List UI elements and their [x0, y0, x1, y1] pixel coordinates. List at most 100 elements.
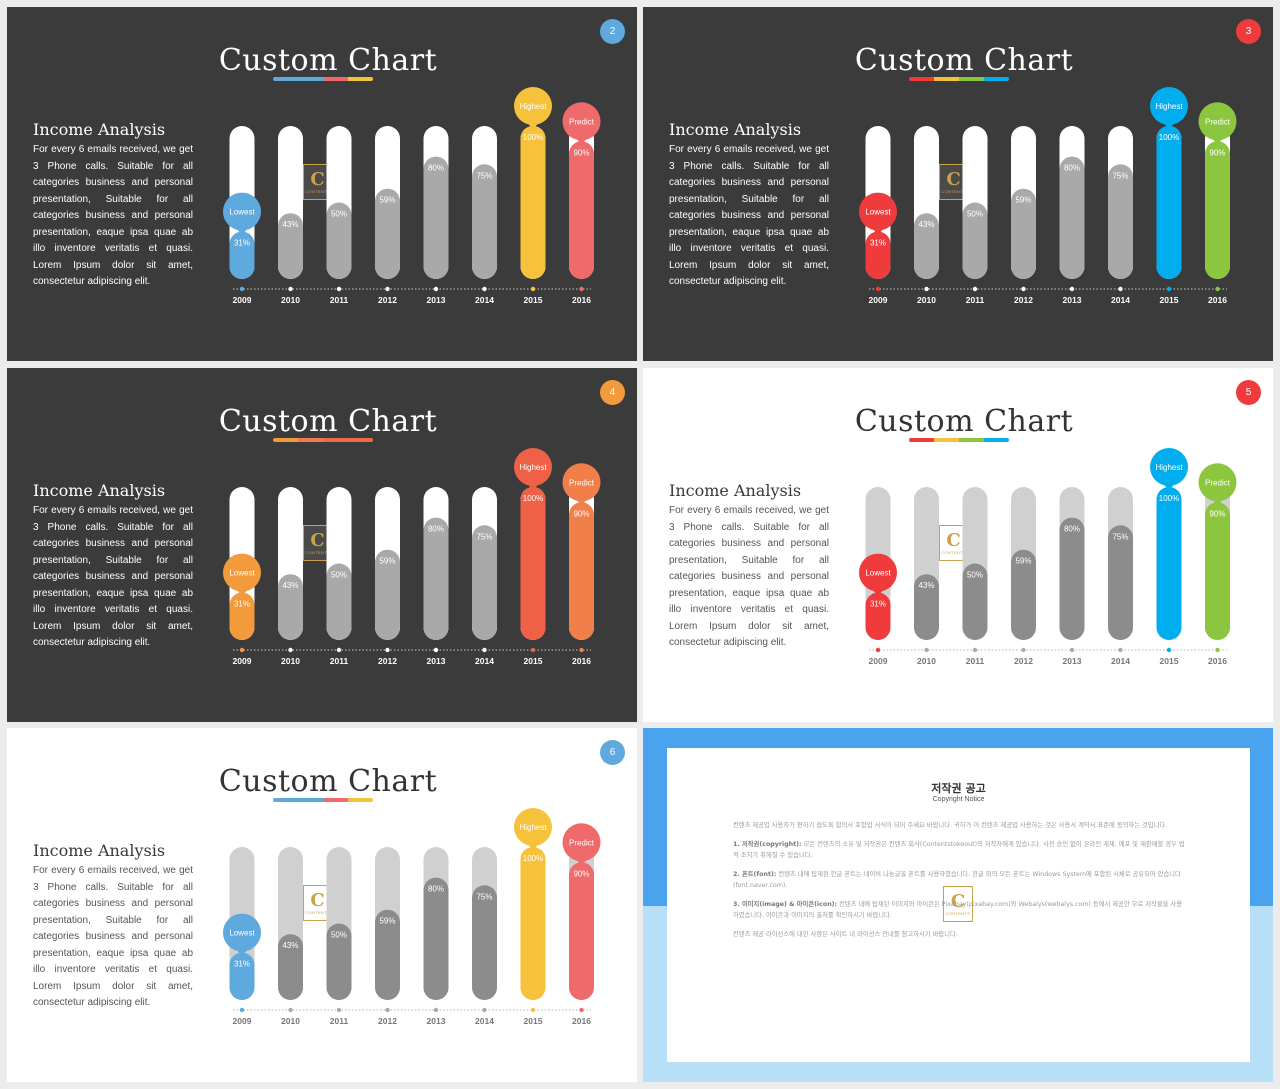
bar-2013[interactable] [1059, 156, 1085, 279]
bar-value-label: 50% [331, 571, 347, 580]
bar-2015[interactable] [520, 847, 546, 1000]
axis-dot [1069, 286, 1075, 292]
slide-title: Custom Chart [218, 764, 438, 799]
bar-2016[interactable] [569, 141, 594, 279]
bar-2012[interactable] [1011, 549, 1036, 640]
income-analysis-heading: Income Analysis [33, 120, 166, 139]
bar-2015[interactable] [520, 126, 546, 279]
bar-2011[interactable] [326, 202, 352, 280]
title-underline [273, 798, 373, 802]
callout-predict: Predict [562, 463, 601, 507]
bar-2009[interactable] [229, 592, 255, 640]
logo-letter: C [946, 529, 961, 551]
bar-2010[interactable] [278, 213, 303, 279]
callout-label: Lowest [229, 569, 255, 578]
year-label: 2012 [378, 295, 397, 305]
bar-2009[interactable] [865, 231, 891, 279]
callout-predict: Predict [562, 102, 601, 146]
callout-lowest: Lowest [859, 553, 897, 597]
bar-2011[interactable] [326, 563, 352, 641]
bar-2012[interactable] [375, 188, 400, 279]
bar-2016[interactable] [1205, 141, 1230, 279]
bar-chart: 31% 2009 Lowest 43% 2010 50% 2011 59% 2012 80% 201… [859, 448, 1237, 666]
title-underline-segment [273, 77, 298, 81]
year-label: 2009 [233, 656, 252, 666]
bar-value-label: 43% [282, 220, 298, 229]
income-analysis-text: For every 6 emails received, we get 3 Ph… [33, 144, 193, 287]
bar-value-label: 43% [282, 581, 298, 590]
bar-value-label: 90% [573, 869, 589, 878]
contents-logo: C CONTENTS [943, 886, 973, 922]
bar-2016[interactable] [1205, 502, 1230, 640]
callout-predict: Predict [1198, 463, 1237, 507]
bar-2010[interactable] [914, 574, 939, 640]
slide-title: Custom Chart [218, 404, 438, 439]
year-label: 2016 [1208, 295, 1227, 305]
bar-value-label: 59% [379, 557, 395, 566]
bar-2011[interactable] [962, 563, 988, 641]
callout-highest: Highest [1150, 87, 1188, 130]
year-label: 2014 [1111, 656, 1130, 666]
bar-2014[interactable] [1108, 525, 1133, 640]
chart-slide[interactable]: 4 Custom Chart Income Analysis For every… [7, 368, 637, 722]
bar-2014[interactable] [472, 164, 497, 279]
bar-2011[interactable] [962, 202, 988, 280]
bar-2015[interactable] [1156, 126, 1182, 279]
income-analysis-text: For every 6 emails received, we get 3 Ph… [669, 144, 829, 287]
bar-2010[interactable] [278, 574, 303, 640]
bar-2009[interactable] [865, 592, 891, 640]
bar-2012[interactable] [375, 909, 400, 1000]
notice-paragraph-copyright: 1. 저작권(copyright): 모든 컨텐츠의 소유 및 저작권은 컨텐츠… [733, 839, 1187, 861]
year-label: 2011 [330, 1016, 349, 1026]
copyright-notice-slide[interactable]: 저작권 공고 Copyright Notice C CONTENTS 컨텐츠 제… [643, 728, 1273, 1082]
chart-slide[interactable]: 6 Custom Chart Income Analysis For every… [7, 728, 637, 1082]
axis-dot [385, 1007, 390, 1013]
slide-number-badge: 6 [600, 740, 625, 765]
bar-value-label: 80% [428, 885, 444, 894]
bar-2014[interactable] [472, 885, 497, 1000]
year-label: 2011 [330, 656, 349, 666]
bar-2015[interactable] [1156, 487, 1182, 640]
income-analysis-text: For every 6 emails received, we get 3 Ph… [33, 505, 193, 648]
callout-label: Predict [569, 838, 595, 847]
year-label: 2011 [966, 656, 985, 666]
bar-2013[interactable] [423, 877, 449, 1000]
bar-2011[interactable] [326, 923, 352, 1001]
title-underline-segment [909, 438, 934, 442]
chart-slide[interactable]: 3 Custom Chart Income Analysis For every… [643, 7, 1273, 361]
year-label: 2016 [572, 1016, 591, 1026]
income-analysis-heading: Income Analysis [669, 481, 802, 500]
bar-2012[interactable] [1011, 188, 1036, 279]
callout-highest: Highest [514, 448, 552, 491]
bar-value-label: 31% [870, 239, 886, 248]
title-underline-segment [348, 77, 373, 81]
axis-dot [1215, 647, 1220, 653]
year-label: 2013 [1063, 656, 1082, 666]
slide-number-badge: 2 [600, 19, 625, 44]
chart-slide[interactable]: 2 Custom Chart Income Analysis For every… [7, 7, 637, 361]
bar-2010[interactable] [914, 213, 939, 279]
bar-2009[interactable] [229, 952, 255, 1000]
chart-slide[interactable]: 5 Custom Chart Income Analysis For every… [643, 368, 1273, 722]
axis-dot [1021, 647, 1026, 653]
bar-2016[interactable] [569, 862, 594, 1000]
bar-2013[interactable] [1059, 517, 1085, 640]
bar-2013[interactable] [423, 156, 449, 279]
axis-dot [1021, 286, 1026, 292]
callout-label: Lowest [229, 208, 255, 217]
bar-2013[interactable] [423, 517, 449, 640]
year-label: 2014 [1111, 295, 1130, 305]
year-label: 2013 [427, 295, 446, 305]
bar-2014[interactable] [1108, 164, 1133, 279]
axis-dot [579, 647, 584, 653]
title-underline-segment [273, 438, 298, 442]
bar-2015[interactable] [520, 487, 546, 640]
bar-2012[interactable] [375, 549, 400, 640]
bar-2016[interactable] [569, 502, 594, 640]
bar-2010[interactable] [278, 934, 303, 1000]
bar-2014[interactable] [472, 525, 497, 640]
year-label: 2016 [1208, 656, 1227, 666]
bar-2009[interactable] [229, 231, 255, 279]
callout-label: Lowest [229, 929, 255, 938]
title-underline [909, 438, 1009, 442]
